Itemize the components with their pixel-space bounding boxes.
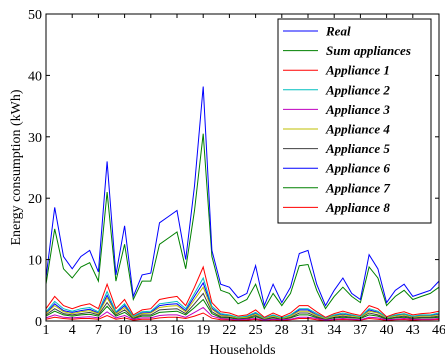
x-tick-label: 31 xyxy=(301,323,315,338)
legend-label: Appliance 3 xyxy=(325,102,390,117)
y-tick-label: 50 xyxy=(28,8,42,23)
series-line-appliance-8 xyxy=(45,312,440,321)
x-tick-label: 16 xyxy=(170,323,184,338)
x-tick-label: 40 xyxy=(380,323,394,338)
x-tick-label: 25 xyxy=(249,323,263,338)
x-tick-label: 28 xyxy=(275,323,289,338)
series-line-appliance-4 xyxy=(45,286,440,320)
series-line-appliance-5 xyxy=(45,292,440,320)
series-line-appliance-1 xyxy=(45,265,440,318)
x-tick-label: 34 xyxy=(327,323,341,338)
x-tick-label: 37 xyxy=(353,323,367,338)
y-tick-label: 40 xyxy=(28,69,42,84)
y-tick-label: 0 xyxy=(35,315,42,330)
y-tick-label: 10 xyxy=(28,254,42,269)
legend-label: Appliance 5 xyxy=(325,141,390,156)
legend-item-appliance-3: Appliance 3 xyxy=(283,102,390,117)
legend-label: Appliance 6 xyxy=(325,161,390,176)
legend-item-appliance-5: Appliance 5 xyxy=(283,141,390,156)
legend-item-appliance-6: Appliance 6 xyxy=(283,161,390,176)
legend-label: Sum appliances xyxy=(326,43,411,58)
x-tick-label: 7 xyxy=(95,323,102,338)
legend-box xyxy=(277,18,432,224)
legend-item-appliance-1: Appliance 1 xyxy=(283,63,390,78)
x-tick-label: 46 xyxy=(432,323,445,338)
plot-frame xyxy=(45,13,440,322)
ticks-layer: 1 4 7 10 13 16 19 22 25 28 31 34 37 40 43 46 0 10 20 30 40 50 xyxy=(28,8,445,338)
x-tick-label: 13 xyxy=(144,323,158,338)
legend-label: Real xyxy=(325,24,351,39)
x-tick-label: 19 xyxy=(196,323,210,338)
legend-label: Appliance 8 xyxy=(325,200,390,215)
series-line-real xyxy=(45,86,440,308)
legend-label: Appliance 4 xyxy=(325,122,390,137)
x-tick-label: 4 xyxy=(69,323,76,338)
x-tick-label: 1 xyxy=(43,323,50,338)
legend-item-sum-appliances: Sum appliances xyxy=(283,43,411,58)
y-tick-label: 20 xyxy=(28,192,42,207)
x-tick-label: 10 xyxy=(118,323,132,338)
legend-item-real: Real xyxy=(283,24,351,39)
x-tick-label: 43 xyxy=(406,323,420,338)
series-line-appliance-3 xyxy=(45,306,440,321)
x-tick-label: 22 xyxy=(222,323,236,338)
series-line-appliance-2 xyxy=(45,276,440,319)
legend-label: Appliance 7 xyxy=(325,180,390,195)
series-line-appliance-7 xyxy=(45,298,440,321)
x-axis-label: Households xyxy=(209,343,275,358)
legend-label: Appliance 2 xyxy=(325,82,390,97)
y-axis-label: Energy consumption (kWh) xyxy=(9,89,24,245)
series-line-sum-appliances xyxy=(45,133,440,310)
legend: Real Sum appliances Appliance 1 Appliance 2… xyxy=(277,18,432,224)
legend-label: Appliance 1 xyxy=(325,63,390,78)
legend-item-appliance-2: Appliance 2 xyxy=(283,82,390,97)
legend-item-appliance-7: Appliance 7 xyxy=(283,180,390,195)
y-tick-label: 30 xyxy=(28,131,42,146)
legend-item-appliance-8: Appliance 8 xyxy=(283,200,390,215)
legend-item-appliance-4: Appliance 4 xyxy=(283,122,390,137)
series-layer xyxy=(45,86,440,321)
